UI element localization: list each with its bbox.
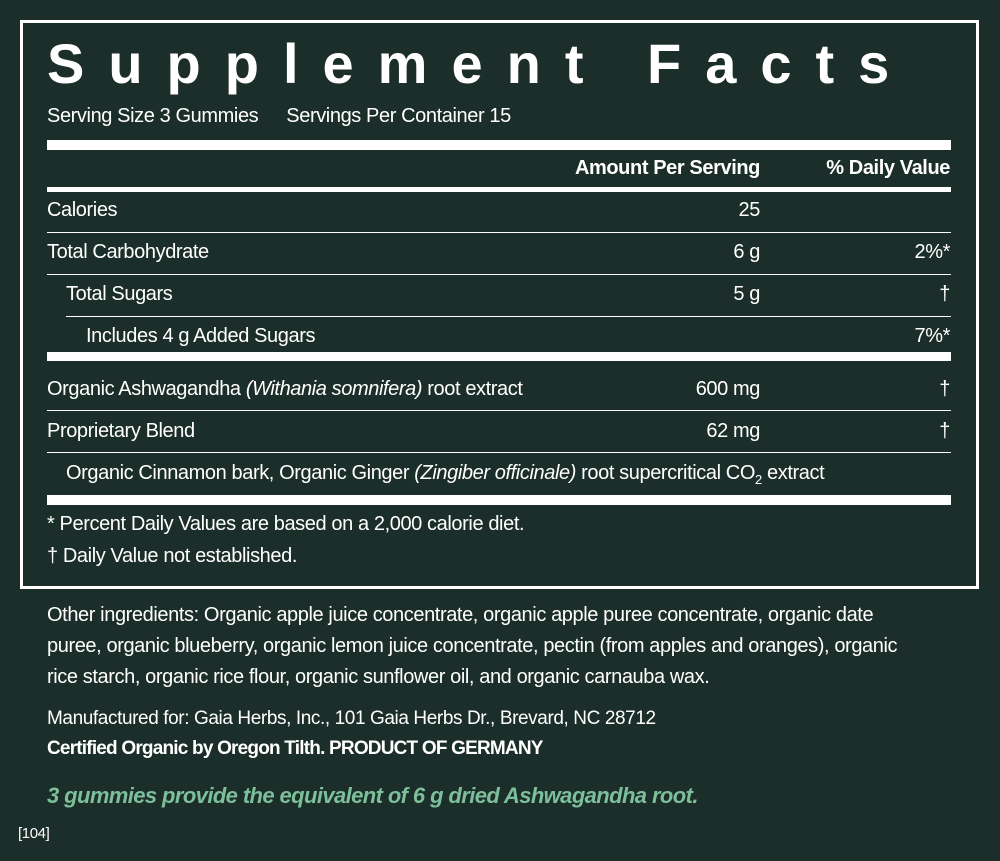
row-name: Total Carbohydrate [47,241,209,263]
footnote: † Daily Value not established. [47,545,298,567]
latin-name: (Withania somnifera) [245,378,423,400]
row-name: Proprietary Blend [47,420,195,442]
row-name: Organic Ashwagandha (Withania somnifera)… [47,377,523,401]
row-dv: † [939,420,950,442]
amount-header: Amount Per Serving [574,157,760,179]
divider [47,274,951,275]
divider [47,452,951,453]
divider [66,316,951,317]
blend-text: Organic Cinnamon bark, Organic Ginger [66,462,415,484]
row-amount: 5 g [733,283,760,305]
row-dv: † [939,283,950,305]
row-name: Total Sugars [66,283,173,305]
thick-divider [47,140,951,150]
divider [47,232,951,233]
row-dv: † [939,378,950,400]
equivalence-statement: 3 gummies provide the equivalent of 6 g … [47,783,698,808]
other-ingredients-line: Other ingredients: Organic apple juice c… [47,604,874,626]
manufacturer: Manufactured for: Gaia Herbs, Inc., 101 … [47,708,656,729]
name-part: root extract [422,378,523,400]
servings-per-container: Servings Per Container 15 [286,105,511,127]
thick-divider [47,352,951,361]
panel-title: Supplement Facts [47,32,914,95]
row-name: Calories [47,199,118,221]
supplement-facts-panel [20,20,979,589]
label-code: [104] [18,825,50,842]
blend-text: root supercritical CO [575,462,756,484]
divider [47,410,951,411]
other-ingredients-line: rice starch, organic rice flour, organic… [47,666,710,688]
blend-text: extract [761,462,825,484]
dv-header: % Daily Value [826,157,950,179]
serving-size: Serving Size 3 Gummies [47,105,259,127]
row-dv: 2%* [914,241,951,263]
row-amount: 6 g [733,241,760,263]
name-part: Organic Ashwagandha [47,378,246,400]
serving-info: Serving Size 3 Gummies Servings Per Cont… [47,104,511,128]
row-amount: 600 mg [695,378,761,400]
subscript: 2 [755,472,762,487]
medium-divider [47,187,951,192]
other-ingredients-line: puree, organic blueberry, organic lemon … [47,635,898,657]
row-amount: 62 mg [706,420,760,442]
row-amount: 25 [738,199,761,221]
thick-divider [47,495,951,505]
footnote: * Percent Daily Values are based on a 2,… [47,513,525,535]
blend-ingredients: Organic Cinnamon bark, Organic Ginger (Z… [66,461,825,487]
certification: Certified Organic by Oregon Tilth. PRODU… [47,738,543,759]
row-dv: 7%* [914,325,951,347]
row-name: Includes 4 g Added Sugars [86,325,316,347]
latin-name: (Zingiber officinale) [414,462,576,484]
